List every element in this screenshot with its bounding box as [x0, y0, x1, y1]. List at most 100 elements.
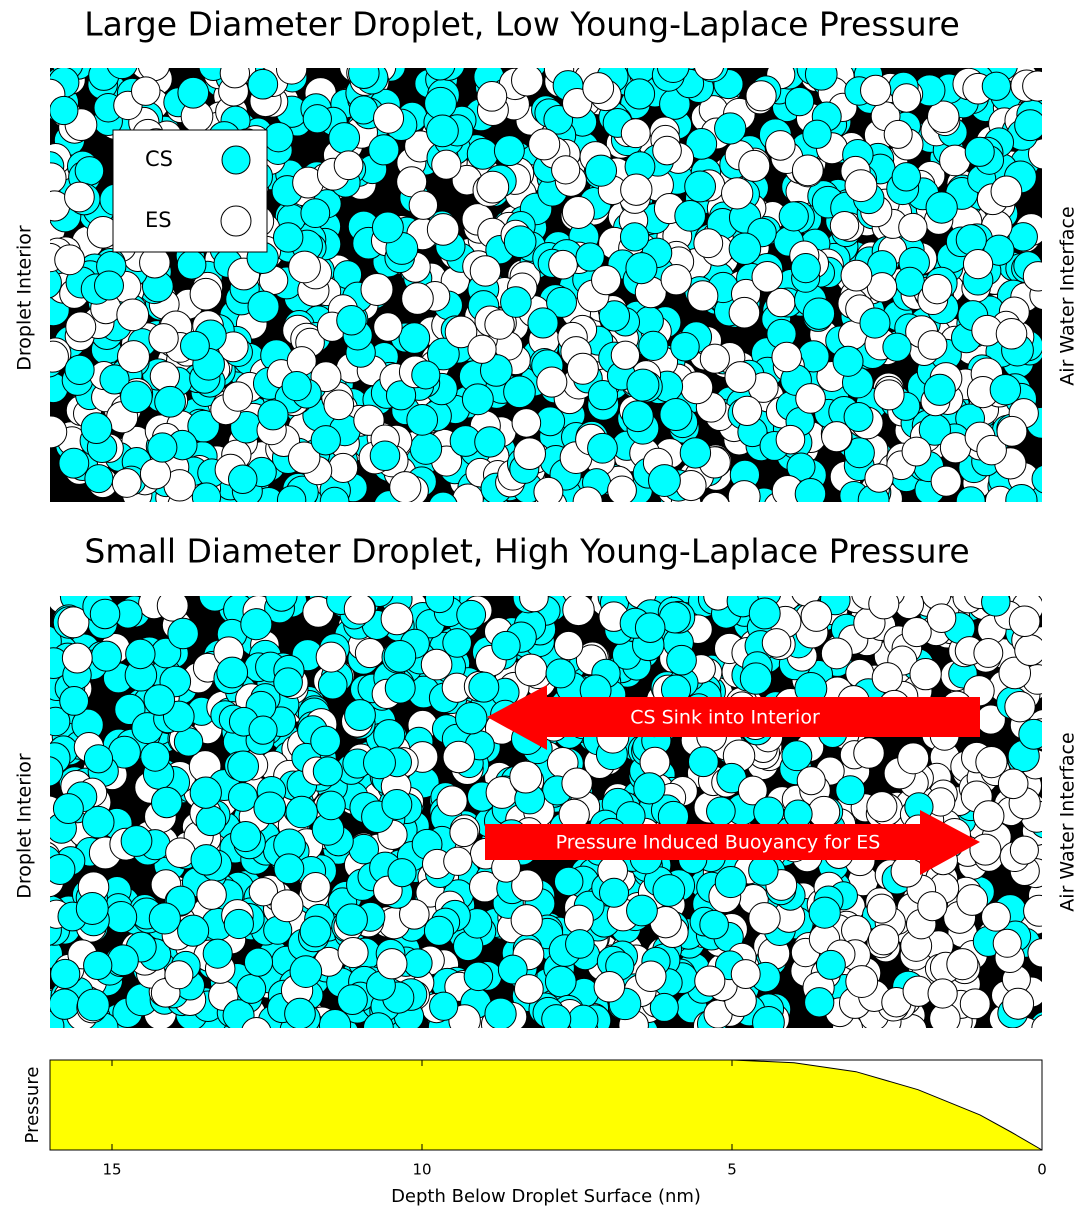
particle [90, 599, 120, 629]
particle [993, 929, 1021, 957]
particle [867, 792, 897, 822]
particle [594, 971, 625, 1002]
x-tick-label: 15 [102, 1161, 121, 1179]
particle [50, 96, 78, 124]
particle [149, 324, 178, 353]
particle [782, 741, 812, 771]
particle [898, 743, 929, 774]
particle [960, 989, 990, 1019]
particle [749, 598, 780, 629]
particle [427, 115, 459, 147]
arrow-label: Pressure Induced Buoyancy for ES [556, 832, 881, 854]
particle [624, 79, 654, 109]
particle [772, 342, 802, 372]
particle [344, 594, 375, 625]
particle [537, 367, 567, 397]
particle [242, 1018, 272, 1048]
particle [661, 264, 691, 294]
particle [854, 738, 885, 769]
particle [228, 465, 257, 494]
particle [1023, 71, 1053, 101]
particle [336, 904, 367, 935]
particle [75, 157, 104, 186]
particle [552, 156, 580, 184]
particle [512, 409, 541, 438]
particle [573, 487, 602, 516]
particle [77, 989, 109, 1021]
particle [404, 949, 433, 978]
particle [511, 905, 542, 936]
particle [178, 77, 209, 108]
particle [797, 767, 825, 795]
particle [477, 81, 507, 111]
particle [412, 361, 440, 389]
particle [996, 318, 1027, 349]
particle [81, 413, 112, 444]
particle [1024, 895, 1055, 926]
particle [377, 949, 407, 979]
right-label: Air Water Interface [1057, 732, 1079, 911]
particle [228, 751, 259, 782]
particle [608, 476, 637, 505]
particle [285, 998, 316, 1029]
particle [220, 59, 249, 88]
particle [55, 245, 85, 275]
particle [754, 797, 784, 827]
particle [118, 341, 150, 373]
particle [707, 797, 736, 826]
particle [289, 251, 321, 283]
particle [685, 171, 716, 202]
particle [753, 1006, 785, 1038]
particle [444, 847, 472, 875]
particle [926, 192, 957, 223]
particle [155, 386, 186, 417]
particle [776, 425, 805, 454]
particle [749, 903, 780, 934]
legend-marker [222, 146, 250, 174]
particle [45, 854, 75, 884]
particle [282, 372, 311, 401]
particle [762, 629, 791, 658]
particle [918, 892, 947, 921]
particle [883, 333, 911, 361]
particle [504, 376, 536, 408]
particle [248, 291, 279, 322]
particle [286, 796, 318, 828]
particle [485, 998, 516, 1029]
particle [425, 87, 457, 119]
particle [529, 129, 560, 160]
particle [91, 641, 121, 671]
particle [244, 948, 272, 976]
particle [166, 838, 196, 868]
particle [258, 400, 288, 430]
particle [639, 331, 668, 360]
particle [845, 170, 877, 202]
particle [779, 202, 808, 231]
x-tick-label: 5 [727, 1161, 737, 1179]
particle [469, 672, 499, 702]
particle [931, 466, 961, 496]
particle [991, 176, 1022, 207]
particle [425, 584, 453, 612]
particle [667, 645, 697, 675]
particle [974, 638, 1003, 667]
particle [785, 87, 813, 115]
particle [1019, 719, 1049, 749]
particle [729, 297, 760, 328]
particle [1023, 262, 1052, 291]
particle [300, 916, 331, 947]
particle [588, 433, 618, 463]
particle [311, 726, 341, 756]
particle [36, 163, 66, 193]
particle [627, 54, 655, 82]
particle [902, 618, 931, 647]
particle [437, 786, 467, 816]
particle [621, 174, 652, 205]
particle [249, 716, 277, 744]
particle [715, 113, 746, 144]
particle [456, 703, 487, 734]
particle [370, 441, 400, 471]
particle [514, 975, 543, 1004]
particle [1032, 1014, 1060, 1042]
particle [689, 747, 719, 777]
